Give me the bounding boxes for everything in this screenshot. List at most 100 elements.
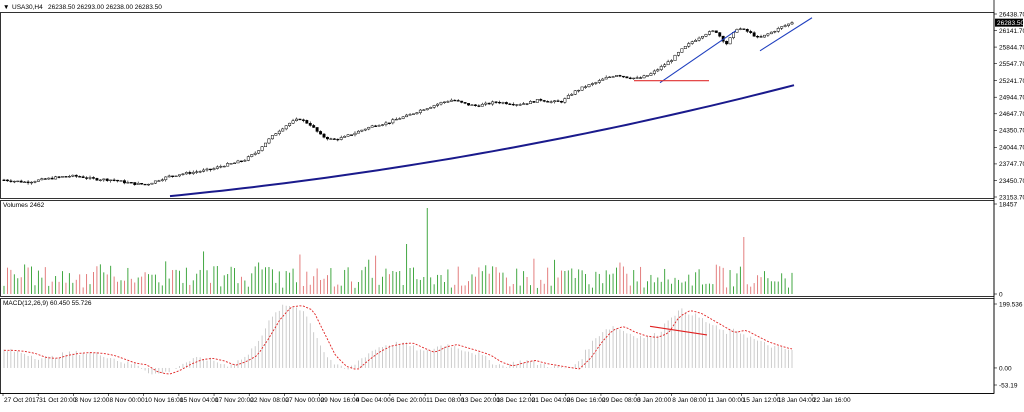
candle-body [57, 176, 61, 178]
candle-body [756, 36, 760, 38]
candle-body [628, 77, 632, 79]
candle-body [542, 100, 546, 102]
candle-body [350, 134, 353, 136]
candle-body [504, 102, 508, 105]
price-tick-label: 25547.70 [999, 61, 1024, 68]
candle-body [85, 177, 89, 179]
candle-body [515, 104, 519, 106]
candle-body [553, 100, 557, 103]
candle-body [738, 28, 742, 30]
candle-body [209, 168, 212, 171]
candle-body [443, 101, 446, 103]
candle-body [422, 109, 426, 111]
candle-body [198, 171, 202, 173]
candle-body [133, 182, 137, 185]
time-tick-label: 18 Dec 12:00 [496, 397, 535, 404]
candle-body [119, 180, 123, 182]
candle-body [374, 125, 378, 127]
time-tick-label: 3 Jan 20:00 [637, 397, 671, 404]
volume-pane[interactable] [3, 208, 793, 294]
time-tick-label: 27 Nov 00:00 [285, 397, 324, 404]
candle-body [64, 176, 68, 178]
candle-body [326, 136, 329, 140]
volume-tick-label: 0 [999, 291, 1003, 298]
candle-body [652, 70, 656, 74]
candle-body [432, 105, 436, 108]
candle-body [594, 82, 598, 84]
macd-divergence-line[interactable] [649, 325, 708, 336]
candle-body [274, 133, 278, 136]
candle-body [477, 105, 481, 107]
candle-body [587, 84, 591, 88]
candle-body [566, 95, 570, 99]
macd-title: MACD(12,26,9) 60.450 55.726 [3, 300, 92, 307]
candle-body [522, 103, 526, 105]
candle-body [377, 125, 381, 127]
volume-frame [0, 200, 995, 297]
candle-body [157, 180, 161, 182]
candle-body [5, 179, 9, 182]
candle-body [233, 162, 237, 164]
time-tick-label: 21 Dec 04:00 [532, 397, 571, 404]
time-tick-label: 10 Nov 16:00 [145, 397, 184, 404]
candle-body [649, 73, 653, 76]
candle-body [153, 180, 157, 184]
trendline-upper[interactable] [659, 30, 737, 84]
time-tick-label: 27 Oct 2017 [4, 397, 40, 404]
candle-body [322, 133, 326, 138]
candle-body [112, 179, 116, 181]
trendline-lower[interactable] [759, 17, 813, 52]
candle-body [126, 182, 130, 184]
candle-body [301, 119, 305, 121]
candle-body [40, 178, 44, 181]
candle-body [353, 132, 357, 136]
candle-body [783, 25, 787, 27]
candle-body [446, 101, 450, 103]
candle-body [429, 107, 433, 109]
candle-body [50, 177, 54, 180]
candle-body [147, 183, 150, 186]
price-tick-label: 24944.70 [999, 95, 1024, 102]
candle-body [253, 152, 257, 155]
candle-body [680, 48, 684, 53]
candle-body [136, 182, 140, 185]
candle-body [704, 34, 708, 37]
candle-body [718, 32, 722, 37]
time-tick-label: 4 Dec 04:00 [356, 397, 391, 404]
time-tick-label: 8 Nov 00:00 [110, 397, 145, 404]
candle-body [449, 99, 453, 102]
candle-body [188, 172, 192, 174]
candle-body [398, 118, 402, 120]
candle-body [676, 52, 680, 56]
candle-body [556, 100, 560, 102]
candle-body [632, 77, 636, 80]
candle-body [9, 180, 13, 182]
candle-body [74, 174, 78, 177]
time-tick-label: 11 Dec 08:00 [426, 397, 465, 404]
candle-body [195, 171, 199, 173]
time-tick-label: 29 Dec 08:00 [602, 397, 641, 404]
time-tick-label: 15 Jan 12:00 [743, 397, 781, 404]
candle-body [546, 101, 550, 103]
candle-body [264, 142, 267, 147]
candle-body [439, 102, 443, 105]
price-tick-label: 26438.70 [999, 11, 1024, 18]
candle-body [346, 134, 350, 137]
candle-body [291, 120, 295, 124]
time-tick-label: 15 Nov 04:00 [180, 397, 219, 404]
candle-body [2, 179, 6, 181]
candle-body [405, 114, 409, 118]
price-tick-label: 24044.70 [999, 145, 1024, 152]
candle-body [343, 135, 347, 138]
candle-body [690, 41, 694, 44]
candle-body [666, 61, 670, 66]
macd-pane[interactable] [3, 304, 793, 375]
price-pane[interactable] [2, 17, 813, 198]
candle-body [639, 77, 643, 79]
header-arrow-icon[interactable]: ▼ [3, 4, 9, 11]
candle-body [226, 163, 230, 167]
candle-body [212, 168, 216, 170]
candle-body [618, 75, 622, 77]
